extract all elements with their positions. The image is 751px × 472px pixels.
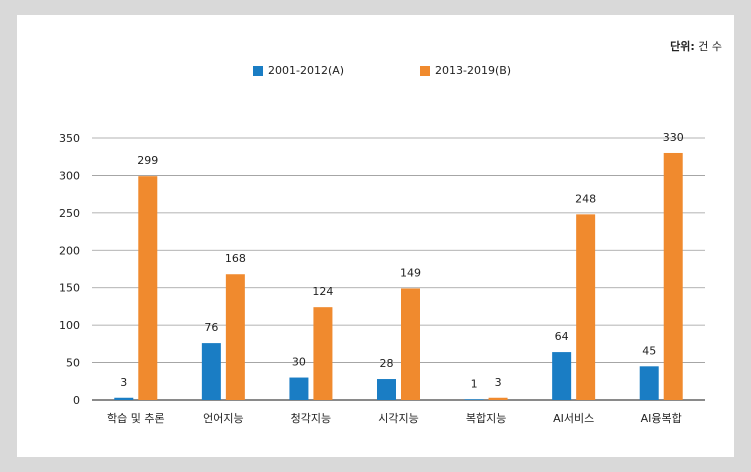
y-tick-label: 100	[59, 319, 80, 332]
x-tick-label: 언어지능	[203, 412, 243, 425]
legend-item-b: 2013-2019(B)	[420, 64, 511, 77]
x-tick-label: 시각지능	[378, 412, 418, 425]
bar-series-b	[138, 176, 158, 400]
y-tick-label: 200	[59, 244, 80, 257]
bar-series-a	[639, 366, 659, 400]
bar-series-a	[114, 397, 134, 400]
data-label: 299	[137, 154, 158, 167]
y-tick-label: 300	[59, 169, 80, 182]
data-label: 28	[380, 357, 394, 370]
data-label: 124	[312, 285, 333, 298]
unit-label: 단위: 건 수	[670, 38, 722, 54]
data-label: 64	[555, 330, 569, 343]
x-tick-label: 청각지능	[291, 412, 331, 425]
data-label: 3	[495, 376, 502, 389]
y-tick-label: 350	[59, 132, 80, 145]
data-label: 45	[642, 344, 656, 357]
legend-label-b: 2013-2019(B)	[435, 64, 512, 77]
legend-swatch-a	[253, 65, 263, 76]
unit-label-prefix: 단위:	[670, 40, 695, 53]
y-tick-label: 250	[59, 207, 80, 220]
y-tick-label: 50	[66, 357, 80, 370]
bar-series-a	[464, 399, 484, 400]
data-label: 330	[663, 131, 684, 144]
bar-series-a	[552, 352, 572, 400]
x-tick-label: 학습 및 추론	[107, 412, 165, 425]
legend-label-a: 2001-2012(A)	[268, 64, 345, 77]
bar-series-a	[377, 379, 396, 400]
bar-series-b	[576, 214, 596, 400]
y-tick-label: 0	[73, 394, 80, 407]
unit-label-value: 건 수	[694, 40, 722, 53]
bar-series-b	[401, 288, 420, 400]
data-label: 76	[204, 321, 218, 334]
legend-swatch-b	[420, 65, 430, 76]
legend: 2001-2012(A) 2013-2019(B)	[17, 64, 734, 80]
data-label: 30	[292, 356, 306, 369]
data-label: 248	[575, 192, 596, 205]
chart-panel: 단위: 건 수 2001-2012(A) 2013-2019(B) 0 50 100…	[17, 15, 734, 457]
x-tick-label: AI서비스	[553, 412, 594, 425]
bar-series-b	[663, 152, 683, 400]
bar-series-b	[488, 397, 508, 400]
bar-series-a	[201, 343, 221, 400]
data-label: 149	[400, 266, 421, 279]
legend-item-a: 2001-2012(A)	[253, 64, 344, 77]
bar-series-b	[313, 307, 333, 400]
bar-series-b	[225, 274, 245, 400]
data-label: 168	[225, 252, 246, 265]
data-label: 3	[120, 376, 127, 389]
bar-series-a	[289, 377, 309, 400]
x-tick-label: AI융복합	[641, 412, 682, 425]
x-tick-label: 복합지능	[466, 412, 506, 425]
y-tick-label: 150	[59, 282, 80, 295]
bar-chart: 0 50 100 150 200 250 300 350 3 299 학습 및 추론 76 168 언어지…	[59, 131, 705, 425]
data-label: 1	[471, 377, 478, 390]
